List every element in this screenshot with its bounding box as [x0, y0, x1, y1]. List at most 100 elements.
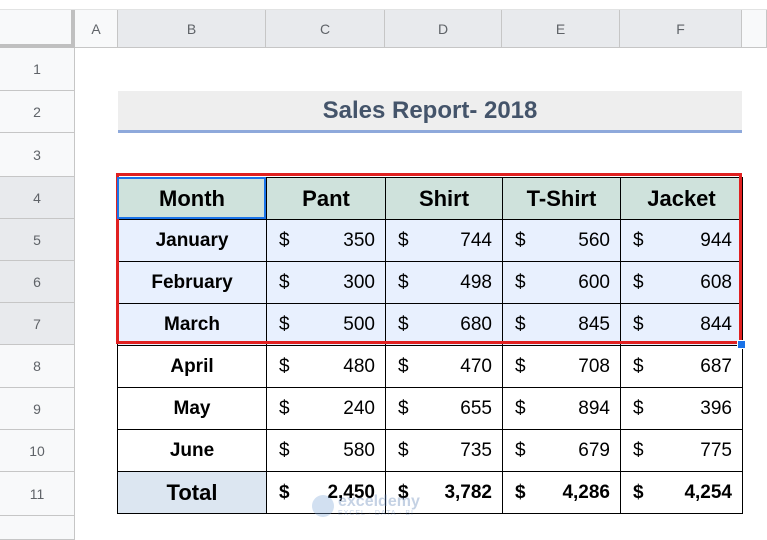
table-row: March $500 $680 $845 $844 — [117, 303, 743, 346]
value-cell-jacket[interactable]: $844 — [620, 303, 743, 346]
month-cell[interactable]: January — [117, 219, 267, 262]
row-header-5[interactable]: 5 — [0, 219, 75, 261]
value-cell-tshirt[interactable]: $4,286 — [502, 471, 621, 514]
value-cell-pant[interactable]: $300 — [266, 261, 386, 304]
row-header-6[interactable]: 6 — [0, 261, 75, 303]
currency-symbol: $ — [633, 229, 644, 251]
watermark-logo-icon — [312, 494, 334, 517]
column-header-g[interactable] — [742, 10, 767, 48]
select-all-corner[interactable] — [0, 10, 75, 48]
month-cell[interactable]: March — [117, 303, 267, 346]
value-cell-shirt[interactable]: $744 — [385, 219, 503, 262]
value-cell-shirt[interactable]: $735 — [385, 429, 503, 472]
month-cell[interactable]: June — [117, 429, 267, 472]
table-row: April $480 $470 $708 $687 — [117, 345, 743, 388]
currency-symbol: $ — [633, 481, 644, 503]
report-title[interactable]: Sales Report- 2018 — [118, 91, 742, 133]
row-header-9[interactable]: 9 — [0, 388, 75, 430]
column-header-c[interactable]: C — [266, 10, 385, 48]
cell-value: 775 — [700, 439, 732, 461]
cell-value: 498 — [460, 271, 492, 293]
cell-value: 480 — [343, 355, 375, 377]
currency-symbol: $ — [633, 439, 644, 461]
table-row: May $240 $655 $894 $396 — [117, 387, 743, 430]
value-cell-pant[interactable]: $500 — [266, 303, 386, 346]
row-header-1[interactable]: 1 — [0, 48, 75, 91]
currency-symbol: $ — [279, 313, 290, 335]
value-cell-tshirt[interactable]: $708 — [502, 345, 621, 388]
value-cell-jacket[interactable]: $396 — [620, 387, 743, 430]
value-cell-jacket[interactable]: $944 — [620, 219, 743, 262]
column-header-a[interactable]: A — [75, 10, 118, 48]
currency-symbol: $ — [398, 271, 409, 293]
currency-symbol: $ — [279, 355, 290, 377]
value-cell-pant[interactable]: $480 — [266, 345, 386, 388]
row-header-11[interactable]: 11 — [0, 472, 75, 516]
header-cell-month[interactable]: Month — [117, 177, 267, 220]
table-row: February $300 $498 $600 $608 — [117, 261, 743, 304]
total-label-cell[interactable]: Total — [117, 471, 267, 514]
row-header-4[interactable]: 4 — [0, 177, 75, 219]
column-header-f[interactable]: F — [620, 10, 742, 48]
row-header-2[interactable]: 2 — [0, 91, 75, 133]
currency-symbol: $ — [515, 355, 526, 377]
cell-value: 844 — [700, 313, 732, 335]
row-header-7[interactable]: 7 — [0, 303, 75, 345]
row-header-3[interactable]: 3 — [0, 133, 75, 177]
watermark-name: exceldemy — [338, 493, 420, 510]
cell-value: 3,782 — [444, 481, 492, 503]
value-cell-jacket[interactable]: $4,254 — [620, 471, 743, 514]
currency-symbol: $ — [398, 439, 409, 461]
column-header-b[interactable]: B — [118, 10, 266, 48]
cell-value: 680 — [460, 313, 492, 335]
header-cell-jacket[interactable]: Jacket — [620, 177, 743, 220]
value-cell-pant[interactable]: $2,450 — [266, 471, 386, 514]
cell-value: 845 — [578, 313, 610, 335]
header-cell-shirt[interactable]: Shirt — [385, 177, 503, 220]
table-row: June $580 $735 $679 $775 — [117, 429, 743, 472]
column-header-d[interactable]: D — [385, 10, 502, 48]
month-cell[interactable]: February — [117, 261, 267, 304]
value-cell-jacket[interactable]: $608 — [620, 261, 743, 304]
cell-value: 2,450 — [327, 481, 375, 503]
cell-value: 350 — [343, 229, 375, 251]
value-cell-tshirt[interactable]: $894 — [502, 387, 621, 430]
currency-symbol: $ — [279, 439, 290, 461]
row-header-8[interactable]: 8 — [0, 345, 75, 388]
header-cell-tshirt[interactable]: T-Shirt — [502, 177, 621, 220]
value-cell-shirt[interactable]: $655 — [385, 387, 503, 430]
currency-symbol: $ — [398, 481, 409, 503]
month-cell[interactable]: May — [117, 387, 267, 430]
cell-value: 240 — [343, 397, 375, 419]
header-cell-pant[interactable]: Pant — [266, 177, 386, 220]
column-header-e[interactable]: E — [502, 10, 620, 48]
currency-symbol: $ — [279, 271, 290, 293]
value-cell-tshirt[interactable]: $845 — [502, 303, 621, 346]
value-cell-tshirt[interactable]: $679 — [502, 429, 621, 472]
value-cell-shirt[interactable]: $3,782 — [385, 471, 503, 514]
cell-value: 470 — [460, 355, 492, 377]
value-cell-shirt[interactable]: $470 — [385, 345, 503, 388]
value-cell-pant[interactable]: $240 — [266, 387, 386, 430]
currency-symbol: $ — [279, 229, 290, 251]
currency-symbol: $ — [515, 397, 526, 419]
value-cell-shirt[interactable]: $498 — [385, 261, 503, 304]
row-header-10[interactable]: 10 — [0, 430, 75, 472]
cell-value: 708 — [578, 355, 610, 377]
value-cell-pant[interactable]: $350 — [266, 219, 386, 262]
month-cell[interactable]: April — [117, 345, 267, 388]
watermark-tagline: EXCEL · DATA · BI — [338, 510, 414, 517]
currency-symbol: $ — [398, 229, 409, 251]
value-cell-tshirt[interactable]: $600 — [502, 261, 621, 304]
value-cell-pant[interactable]: $580 — [266, 429, 386, 472]
value-cell-jacket[interactable]: $687 — [620, 345, 743, 388]
fill-handle[interactable] — [737, 340, 746, 349]
value-cell-jacket[interactable]: $775 — [620, 429, 743, 472]
currency-symbol: $ — [633, 313, 644, 335]
currency-symbol: $ — [515, 439, 526, 461]
value-cell-shirt[interactable]: $680 — [385, 303, 503, 346]
table-header-row: Month Pant Shirt T-Shirt Jacket — [117, 177, 743, 220]
row-header-12[interactable] — [0, 516, 75, 540]
cell-value: 4,254 — [684, 481, 732, 503]
value-cell-tshirt[interactable]: $560 — [502, 219, 621, 262]
